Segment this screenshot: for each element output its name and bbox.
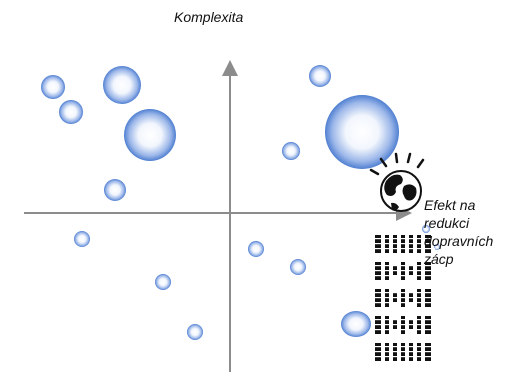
bubble: [155, 274, 171, 290]
bubble: [434, 244, 440, 250]
bubble: [290, 259, 306, 275]
ibm-logo-gap: [373, 346, 435, 348]
ibm-logo-gap: [373, 248, 435, 250]
y-axis-label: Komplexita: [174, 9, 244, 25]
globe-icon: [369, 152, 425, 212]
bubble: [248, 241, 264, 257]
bubble: [59, 100, 83, 124]
bubble: [422, 225, 430, 233]
bubble: [41, 75, 65, 99]
ibm-logo-gap: [373, 319, 435, 321]
bubble: [309, 65, 331, 87]
x-axis-label-line: Efekt na: [424, 197, 476, 213]
bubble: [124, 109, 176, 161]
ibm-logo-gap: [373, 324, 435, 326]
bubble: [74, 231, 90, 247]
bubble: [103, 66, 141, 104]
bubble: [341, 311, 371, 337]
bubble: [104, 179, 126, 201]
ibm-logo-gap: [373, 243, 435, 245]
y-axis-arrowhead: [222, 60, 238, 76]
x-axis-label-line: dopravních: [424, 233, 494, 249]
ibm-logo-icon: [373, 235, 435, 361]
x-axis-label: Efekt na redukci dopravních zácp: [424, 196, 514, 268]
x-axis-label-line: zácp: [424, 251, 454, 267]
bubble: [325, 95, 399, 169]
ibm-logo-gap: [373, 356, 435, 358]
ibm-logo-gap: [373, 265, 435, 267]
bubble-group: [41, 65, 440, 340]
ibm-logo-gap: [373, 351, 435, 353]
bubble: [282, 142, 300, 160]
ibm-logo-gap: [373, 270, 435, 272]
ibm-logo-gap: [373, 297, 435, 299]
bubble: [187, 324, 203, 340]
ibm-logo-gap: [373, 292, 435, 294]
ibm-logo-gap: [373, 275, 435, 277]
ibm-logo-gap: [373, 329, 435, 331]
ibm-logo-gap: [373, 238, 435, 240]
x-axis-label-line: redukci: [424, 215, 470, 231]
ibm-logo-gap: [373, 302, 435, 304]
